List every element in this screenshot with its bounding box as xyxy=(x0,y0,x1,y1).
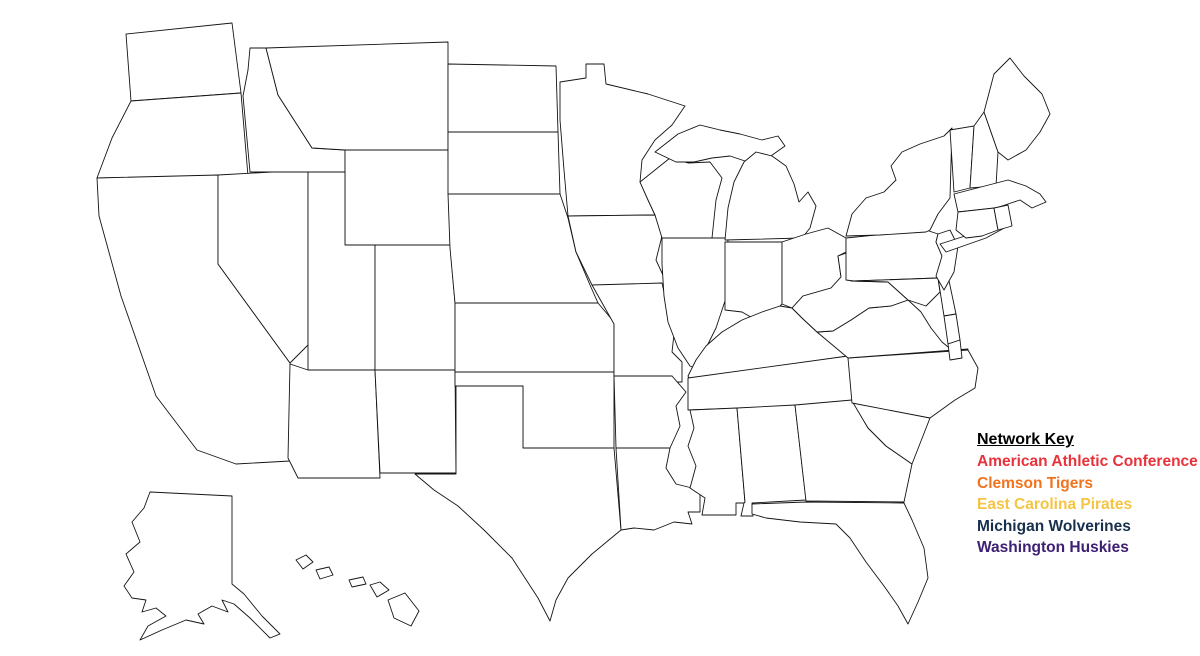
state-colorado xyxy=(374,244,456,371)
state-louisiana xyxy=(615,447,701,531)
state-north-dakota xyxy=(447,63,559,133)
state-arizona xyxy=(287,363,381,479)
state-oregon xyxy=(96,92,249,179)
state-hawaii-oahu xyxy=(315,566,334,580)
state-alaska xyxy=(123,491,281,641)
state-hawaii-kauai xyxy=(295,554,314,570)
state-pennsylvania xyxy=(845,229,943,282)
state-michigan-upper-peninsula xyxy=(654,124,786,163)
state-new-mexico xyxy=(374,369,457,474)
state-rhode-island xyxy=(993,204,1013,231)
state-new-york xyxy=(845,127,953,237)
state-maryland-eastern-shore xyxy=(943,313,961,345)
state-washington xyxy=(125,22,242,102)
state-florida xyxy=(751,501,929,625)
state-kansas xyxy=(454,302,615,373)
state-hawaii-maui xyxy=(369,581,390,598)
legend-item-clemson-tigers: Clemson Tigers xyxy=(977,474,1094,492)
state-hawaii-molokai xyxy=(348,576,367,588)
legend-title: Network Key xyxy=(977,431,1074,448)
state-north-carolina xyxy=(847,349,979,419)
legend-item-east-carolina-pirates: East Carolina Pirates xyxy=(977,496,1133,513)
state-maine xyxy=(983,57,1051,161)
state-south-dakota xyxy=(447,131,561,195)
state-michigan xyxy=(724,151,817,241)
state-alabama xyxy=(736,404,807,517)
state-virginia-eastern-shore xyxy=(947,339,963,361)
network-key-legend: Network Key American Athletic Conference… xyxy=(977,429,1198,559)
state-wyoming xyxy=(344,149,451,246)
state-arkansas xyxy=(613,375,687,449)
legend-item-american-athletic-conference: American Athletic Conference xyxy=(977,453,1198,470)
state-hawaii-big-island xyxy=(387,592,420,627)
state-new-hampshire xyxy=(969,111,999,189)
legend-item-michigan-wolverines: Michigan Wolverines xyxy=(977,517,1131,535)
state-nebraska xyxy=(447,193,599,304)
state-minnesota xyxy=(559,63,686,217)
state-texas xyxy=(414,385,622,622)
legend-item-washington-huskies: Washington Huskies xyxy=(977,539,1129,556)
